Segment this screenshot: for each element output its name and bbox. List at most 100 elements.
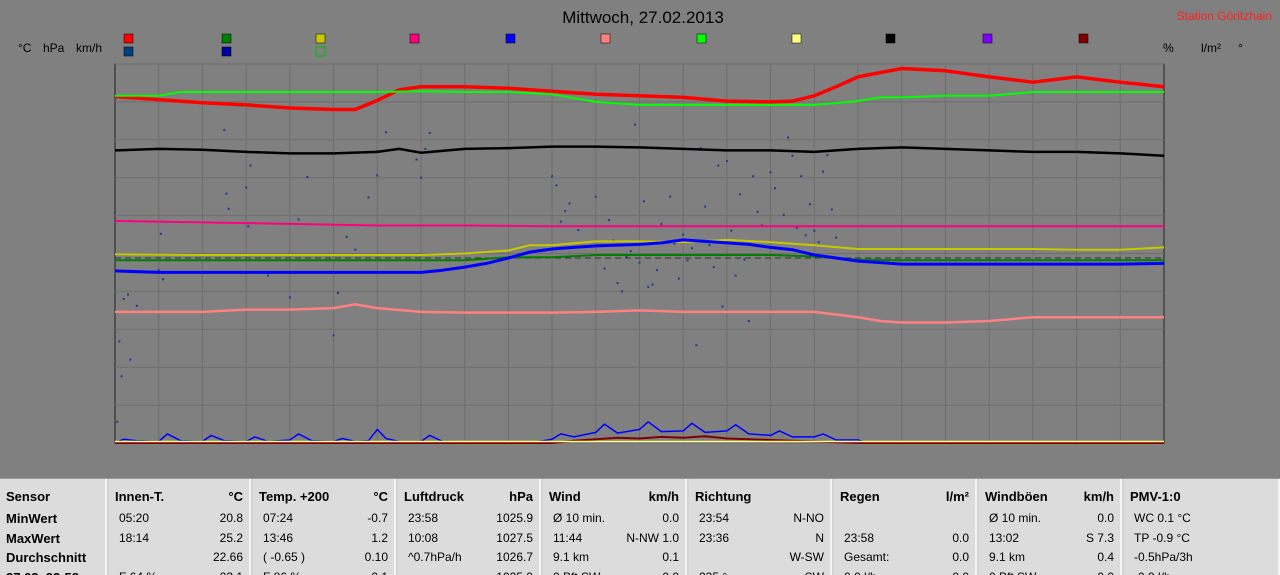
direction-point xyxy=(424,148,426,150)
stats-cell-label: ^0.7hPa/h xyxy=(404,548,462,568)
direction-point xyxy=(660,223,662,225)
weather-chart: Mittwoch, 27.02.2013 Station Göritzhain … xyxy=(0,0,1280,478)
direction-point xyxy=(376,174,378,176)
direction-point xyxy=(708,244,710,246)
direction-point xyxy=(551,175,553,177)
direction-point xyxy=(691,247,693,249)
direction-point xyxy=(225,193,227,195)
direction-point xyxy=(800,175,802,177)
chart-title: Mittwoch, 27.02.2013 xyxy=(562,8,724,27)
stats-header-unit: hPa xyxy=(509,489,533,509)
stats-header-unit: km/h xyxy=(1084,489,1114,509)
stats-cell-label: Ø 10 min. xyxy=(985,509,1041,529)
legend-swatch xyxy=(124,47,133,56)
stats-header-label: Richtung xyxy=(695,489,751,509)
stats-cell-value: 1026.7 xyxy=(496,548,533,568)
stats-cell-label: 13:46 xyxy=(259,529,293,549)
direction-point xyxy=(129,359,131,361)
stats-column-header: PMV-1:0 xyxy=(1130,489,1272,509)
stats-cell-label: 11:44 xyxy=(549,529,582,549)
direction-point xyxy=(595,196,597,198)
stats-cell-label xyxy=(695,548,699,568)
legend-swatch xyxy=(1079,34,1088,43)
stats-header-unit: km/h xyxy=(649,489,679,509)
station-name: Station Göritzhain xyxy=(1177,9,1272,23)
direction-point xyxy=(639,262,641,264)
direction-point xyxy=(682,234,684,236)
legend-item xyxy=(222,47,231,56)
legend-swatch xyxy=(124,34,133,43)
stats-cell-value: 0.4 xyxy=(1097,548,1114,568)
direction-point xyxy=(757,211,759,213)
direction-point xyxy=(647,286,649,288)
stats-row: Durchschnitt xyxy=(6,548,99,568)
direction-point xyxy=(687,259,689,261)
stats-cell-label: 05:20 xyxy=(115,509,149,529)
legend-swatch xyxy=(222,34,231,43)
stats-row: TP -0.9 °C xyxy=(1130,529,1272,549)
stats-column-header: Windböen km/h xyxy=(985,489,1114,509)
direction-point xyxy=(634,124,636,126)
stats-column-header: Temp. +200°C xyxy=(259,489,388,509)
direction-point xyxy=(822,171,824,173)
unit-degree: ° xyxy=(1238,41,1243,55)
legend-item xyxy=(886,34,895,43)
legend-item xyxy=(222,34,231,43)
direction-point xyxy=(420,177,422,179)
legend-item xyxy=(506,34,515,43)
direction-point xyxy=(791,155,793,157)
direction-point xyxy=(735,274,737,276)
legend-item xyxy=(601,34,610,43)
direction-point xyxy=(813,230,815,232)
legend-swatch xyxy=(506,34,515,43)
stats-cell-label: MaxWert xyxy=(6,529,60,549)
direction-point xyxy=(656,269,658,271)
legend-item xyxy=(316,34,325,43)
stats-cell-label: ( -0.65 ) xyxy=(259,548,305,568)
direction-point xyxy=(127,293,129,295)
stats-cell-value: 0.1 xyxy=(662,548,679,568)
direction-point xyxy=(669,196,671,198)
direction-point xyxy=(354,249,356,251)
direction-point xyxy=(333,334,335,336)
direction-point xyxy=(577,229,579,231)
stats-cell-label xyxy=(115,548,119,568)
direction-point xyxy=(783,214,785,216)
stats-cell-value: 25.2 xyxy=(220,529,243,549)
statistics-panel: SensorMinWertMaxWertDurchschnitt27.02. 2… xyxy=(0,478,1280,575)
direction-point xyxy=(608,219,610,221)
stats-row: Ø 10 min.0.0 xyxy=(549,509,679,529)
direction-point xyxy=(730,230,732,232)
direction-point xyxy=(717,165,719,167)
stats-cell-value: N-NO xyxy=(793,509,824,529)
stats-header-label: Regen xyxy=(840,489,880,509)
stats-cell-value: 0.0 xyxy=(1097,509,1114,529)
legend-item xyxy=(792,34,801,43)
stats-row: 22.66 xyxy=(115,548,243,568)
stats-row: Ø 10 min. 0.0 xyxy=(985,509,1114,529)
stats-header-label: Windböen xyxy=(985,489,1048,509)
stats-cell-label: 07:24 xyxy=(259,509,293,529)
direction-point xyxy=(831,209,833,211)
stats-cell-value: N xyxy=(815,529,824,549)
unit-kmh: km/h xyxy=(76,41,102,55)
stats-row: WC 0.1 °C xyxy=(1130,509,1272,529)
stats-cell-label: Durchschnitt xyxy=(6,548,86,568)
direction-point xyxy=(621,290,623,292)
stats-cell-label: TP -0.9 °C xyxy=(1130,529,1190,549)
legend-item xyxy=(124,47,133,56)
stats-row: W-SW xyxy=(695,548,824,568)
direction-point xyxy=(298,218,300,220)
legend-swatch xyxy=(792,34,801,43)
direction-point xyxy=(123,298,125,300)
legend-swatch xyxy=(983,34,992,43)
stats-row: ( -0.65 )0.10 xyxy=(259,548,388,568)
